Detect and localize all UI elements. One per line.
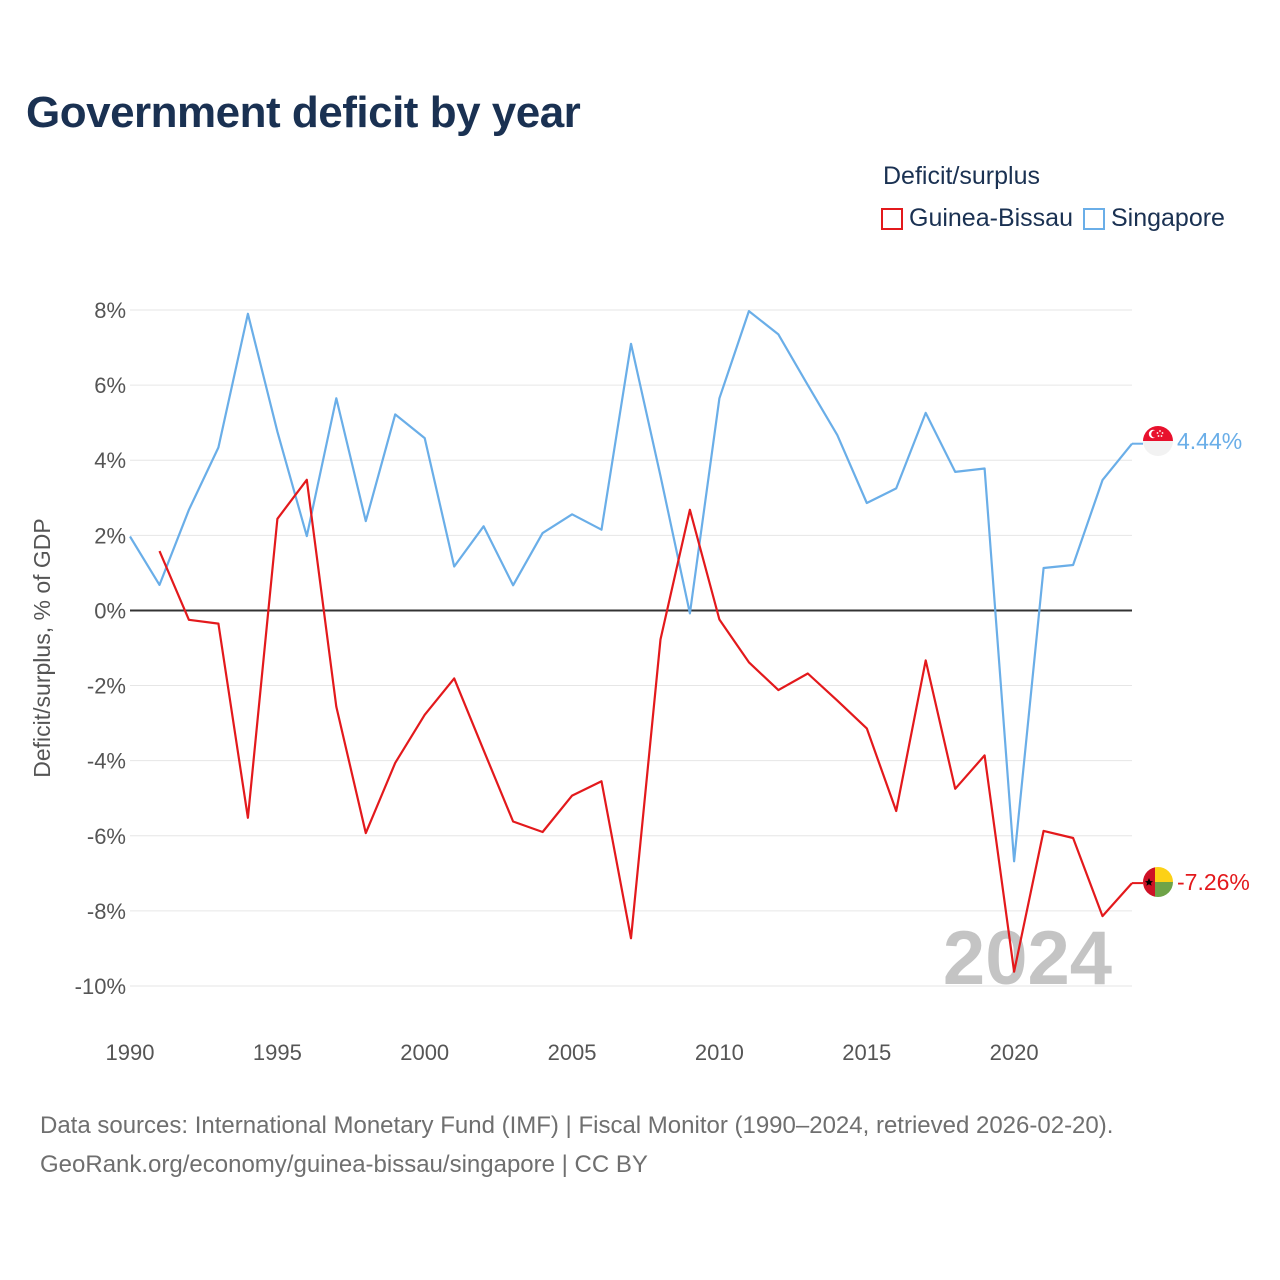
legend-swatch-singapore: [1082, 207, 1105, 230]
legend: Guinea-Bissau Singapore: [881, 204, 1225, 233]
x-tick-label: 2000: [400, 1040, 449, 1065]
y-tick-label: -8%: [87, 899, 126, 924]
x-tick-label: 2020: [990, 1040, 1039, 1065]
year-watermark: 2024: [943, 916, 1112, 1001]
source-note: Data sources: International Monetary Fun…: [40, 1106, 1113, 1184]
legend-label-guinea-bissau: Guinea-Bissau: [909, 204, 1073, 232]
y-tick-label: 2%: [94, 523, 126, 548]
legend-label-singapore: Singapore: [1110, 204, 1225, 232]
y-tick-label: 4%: [94, 448, 126, 473]
x-tick-label: 2010: [695, 1040, 744, 1065]
series-line-guinea-bissau[interactable]: [158, 478, 1133, 973]
y-tick-label: -6%: [87, 824, 126, 849]
y-tick-label: -2%: [87, 674, 126, 699]
source-line-2[interactable]: GeoRank.org/economy/guinea-bissau/singap…: [40, 1151, 648, 1178]
gridlines: [130, 309, 1132, 987]
x-tick-label: 2015: [842, 1040, 891, 1065]
y-tick-label: 0%: [94, 598, 126, 623]
x-tick-label: 1995: [253, 1040, 302, 1065]
singapore-flag-icon: [1143, 426, 1173, 456]
legend-item-singapore[interactable]: Singapore: [1082, 204, 1225, 233]
legend-item-guinea-bissau[interactable]: Guinea-Bissau: [881, 204, 1073, 233]
x-axis-ticks: 1990 1995 2000 2005 2010 2015 2020: [106, 1040, 1039, 1065]
series-group: [129, 310, 1143, 973]
series-line-singapore[interactable]: [129, 310, 1133, 863]
legend-swatch-guinea-bissau: [881, 207, 903, 230]
y-tick-label: 8%: [94, 298, 126, 323]
x-tick-label: 2005: [548, 1040, 597, 1065]
page-title: Government deficit by year: [26, 88, 581, 137]
source-line-1: Data sources: International Monetary Fun…: [40, 1112, 1114, 1139]
y-tick-label: -4%: [87, 749, 126, 774]
end-label-guinea-bissau: -7.26%: [1177, 869, 1250, 895]
x-tick-label: 1990: [106, 1040, 155, 1065]
y-tick-label: -10%: [75, 974, 126, 999]
y-tick-label: 6%: [94, 373, 126, 398]
y-axis-ticks: 8% 6% 4% 2% 0% -2% -4% -6% -8% -10%: [75, 298, 126, 999]
end-label-singapore: 4.44%: [1177, 428, 1242, 454]
legend-title: Deficit/surplus: [883, 162, 1040, 190]
guinea-bissau-flag-icon: [1143, 867, 1173, 897]
y-axis-title: Deficit/surplus, % of GDP: [29, 518, 55, 777]
